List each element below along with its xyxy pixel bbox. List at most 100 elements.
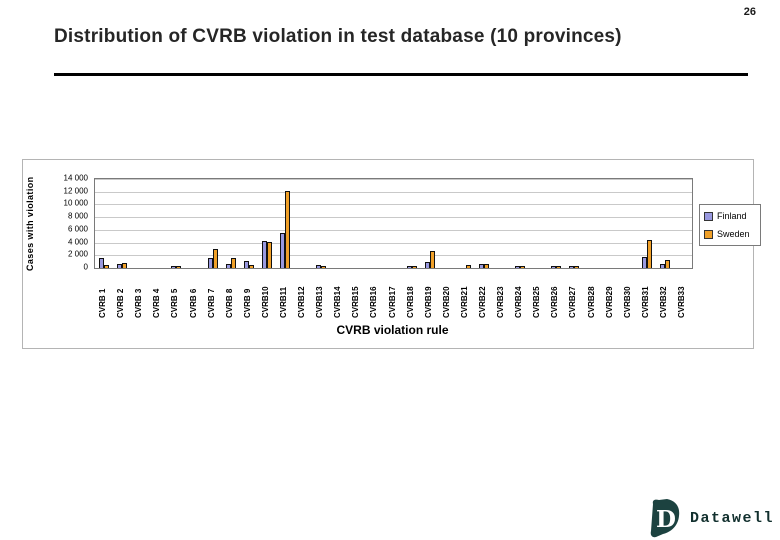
chart-legend: Finland Sweden xyxy=(699,204,761,246)
datawell-logo: D Datawell xyxy=(645,498,774,538)
x-tick-label: CVRB19 xyxy=(423,286,433,318)
gridline xyxy=(95,229,692,231)
bar-group xyxy=(258,179,276,268)
bar-group xyxy=(167,179,185,268)
x-tick-label: CVRB10 xyxy=(260,286,270,318)
bar-finland xyxy=(243,261,249,268)
x-tick-cell: CVRB 2 xyxy=(112,270,130,318)
bar-group xyxy=(149,179,167,268)
legend-label: Finland xyxy=(717,211,747,221)
x-tick-label: CVRB17 xyxy=(387,286,397,318)
gridline xyxy=(95,242,692,244)
page-number: 26 xyxy=(743,6,756,18)
bar-group xyxy=(312,179,330,268)
y-tick-label: 8 000 xyxy=(67,211,88,221)
bar-group xyxy=(620,179,638,268)
x-tick-cell: CVRB25 xyxy=(528,270,546,318)
bar-group xyxy=(131,179,149,268)
bar-finland xyxy=(261,241,267,268)
gridline xyxy=(95,191,692,193)
bar-finland xyxy=(225,264,231,268)
bar-sweden xyxy=(176,266,182,268)
bar-sweden xyxy=(104,265,110,268)
bar-group xyxy=(294,179,312,268)
x-tick-cell: CVRB18 xyxy=(402,270,420,318)
x-tick-label: CVRB26 xyxy=(550,286,560,318)
bar-group xyxy=(511,179,529,268)
bar-finland xyxy=(316,265,322,268)
bar-sweden xyxy=(212,249,218,268)
x-tick-label: CVRB 7 xyxy=(206,288,216,318)
y-axis-tick-labels: 14 000 12 000 10 000 8 000 6 000 4 000 2 000 0 xyxy=(49,174,91,272)
x-tick-cell: CVRB32 xyxy=(655,270,673,318)
x-tick-label: CVRB32 xyxy=(658,286,668,318)
x-tick-label: CVRB25 xyxy=(532,286,542,318)
bar-sweden xyxy=(520,266,526,268)
x-tick-cell: CVRB10 xyxy=(257,270,275,318)
x-tick-cell: CVRB22 xyxy=(474,270,492,318)
x-tick-cell: CVRB 4 xyxy=(148,270,166,318)
gridline xyxy=(95,217,692,219)
bar-finland xyxy=(99,258,105,268)
bar-finland xyxy=(479,264,485,268)
bar-group xyxy=(240,179,258,268)
x-tick-cell: CVRB29 xyxy=(601,270,619,318)
bar-group xyxy=(330,179,348,268)
x-tick-cell: CVRB14 xyxy=(329,270,347,318)
x-tick-cell: CVRB20 xyxy=(438,270,456,318)
bar-group xyxy=(565,179,583,268)
x-tick-cell: CVRB 3 xyxy=(130,270,148,318)
bars-row xyxy=(95,179,692,268)
x-axis-tick-labels: CVRB 1 CVRB 2 CVRB 3 CVRB 4 CVRB 5 CVRB 6 CVRB… xyxy=(94,270,691,318)
bar-sweden xyxy=(122,263,128,268)
bar-group xyxy=(113,179,131,268)
bar-group xyxy=(457,179,475,268)
x-tick-cell: CVRB30 xyxy=(619,270,637,318)
x-tick-label: CVRB11 xyxy=(278,286,288,318)
x-tick-label: CVRB12 xyxy=(297,286,307,318)
x-tick-cell: CVRB15 xyxy=(347,270,365,318)
x-tick-cell: CVRB24 xyxy=(510,270,528,318)
bar-sweden xyxy=(646,240,652,268)
bar-group xyxy=(529,179,547,268)
x-tick-label: CVRB31 xyxy=(640,286,650,318)
bar-group xyxy=(584,179,602,268)
x-tick-label: CVRB 8 xyxy=(224,288,234,318)
x-tick-cell: CVRB27 xyxy=(564,270,582,318)
y-axis-title: Cases with violation xyxy=(25,176,35,272)
x-tick-label: CVRB15 xyxy=(351,286,361,318)
y-tick-label: 0 xyxy=(83,262,88,272)
bar-sweden xyxy=(484,264,490,268)
x-tick-label: CVRB30 xyxy=(622,286,632,318)
x-tick-cell: CVRB 6 xyxy=(184,270,202,318)
x-tick-label: CVRB 3 xyxy=(134,288,144,318)
bar-finland xyxy=(659,264,665,268)
gridline xyxy=(95,255,692,257)
bar-finland xyxy=(569,266,575,268)
x-tick-cell: CVRB16 xyxy=(365,270,383,318)
x-tick-label: CVRB 2 xyxy=(116,288,126,318)
bar-finland xyxy=(117,264,123,268)
bar-sweden xyxy=(230,258,236,268)
x-tick-cell: CVRB17 xyxy=(384,270,402,318)
x-tick-cell: CVRB 1 xyxy=(94,270,112,318)
x-tick-label: CVRB29 xyxy=(604,286,614,318)
bar-group xyxy=(475,179,493,268)
x-tick-label: CVRB22 xyxy=(478,286,488,318)
bar-finland xyxy=(641,257,647,268)
y-tick-label: 2 000 xyxy=(67,249,88,259)
y-tick-label: 14 000 xyxy=(63,173,88,183)
x-tick-label: CVRB 5 xyxy=(170,288,180,318)
bar-group xyxy=(348,179,366,268)
bar-group xyxy=(602,179,620,268)
x-tick-cell: CVRB 8 xyxy=(221,270,239,318)
bar-sweden xyxy=(465,265,471,268)
x-axis-title: CVRB violation rule xyxy=(336,323,449,337)
bar-group xyxy=(421,179,439,268)
x-tick-cell: CVRB11 xyxy=(275,270,293,318)
bar-sweden xyxy=(411,266,417,268)
bar-group xyxy=(638,179,656,268)
x-tick-cell: CVRB 9 xyxy=(239,270,257,318)
plot-area xyxy=(94,178,693,269)
